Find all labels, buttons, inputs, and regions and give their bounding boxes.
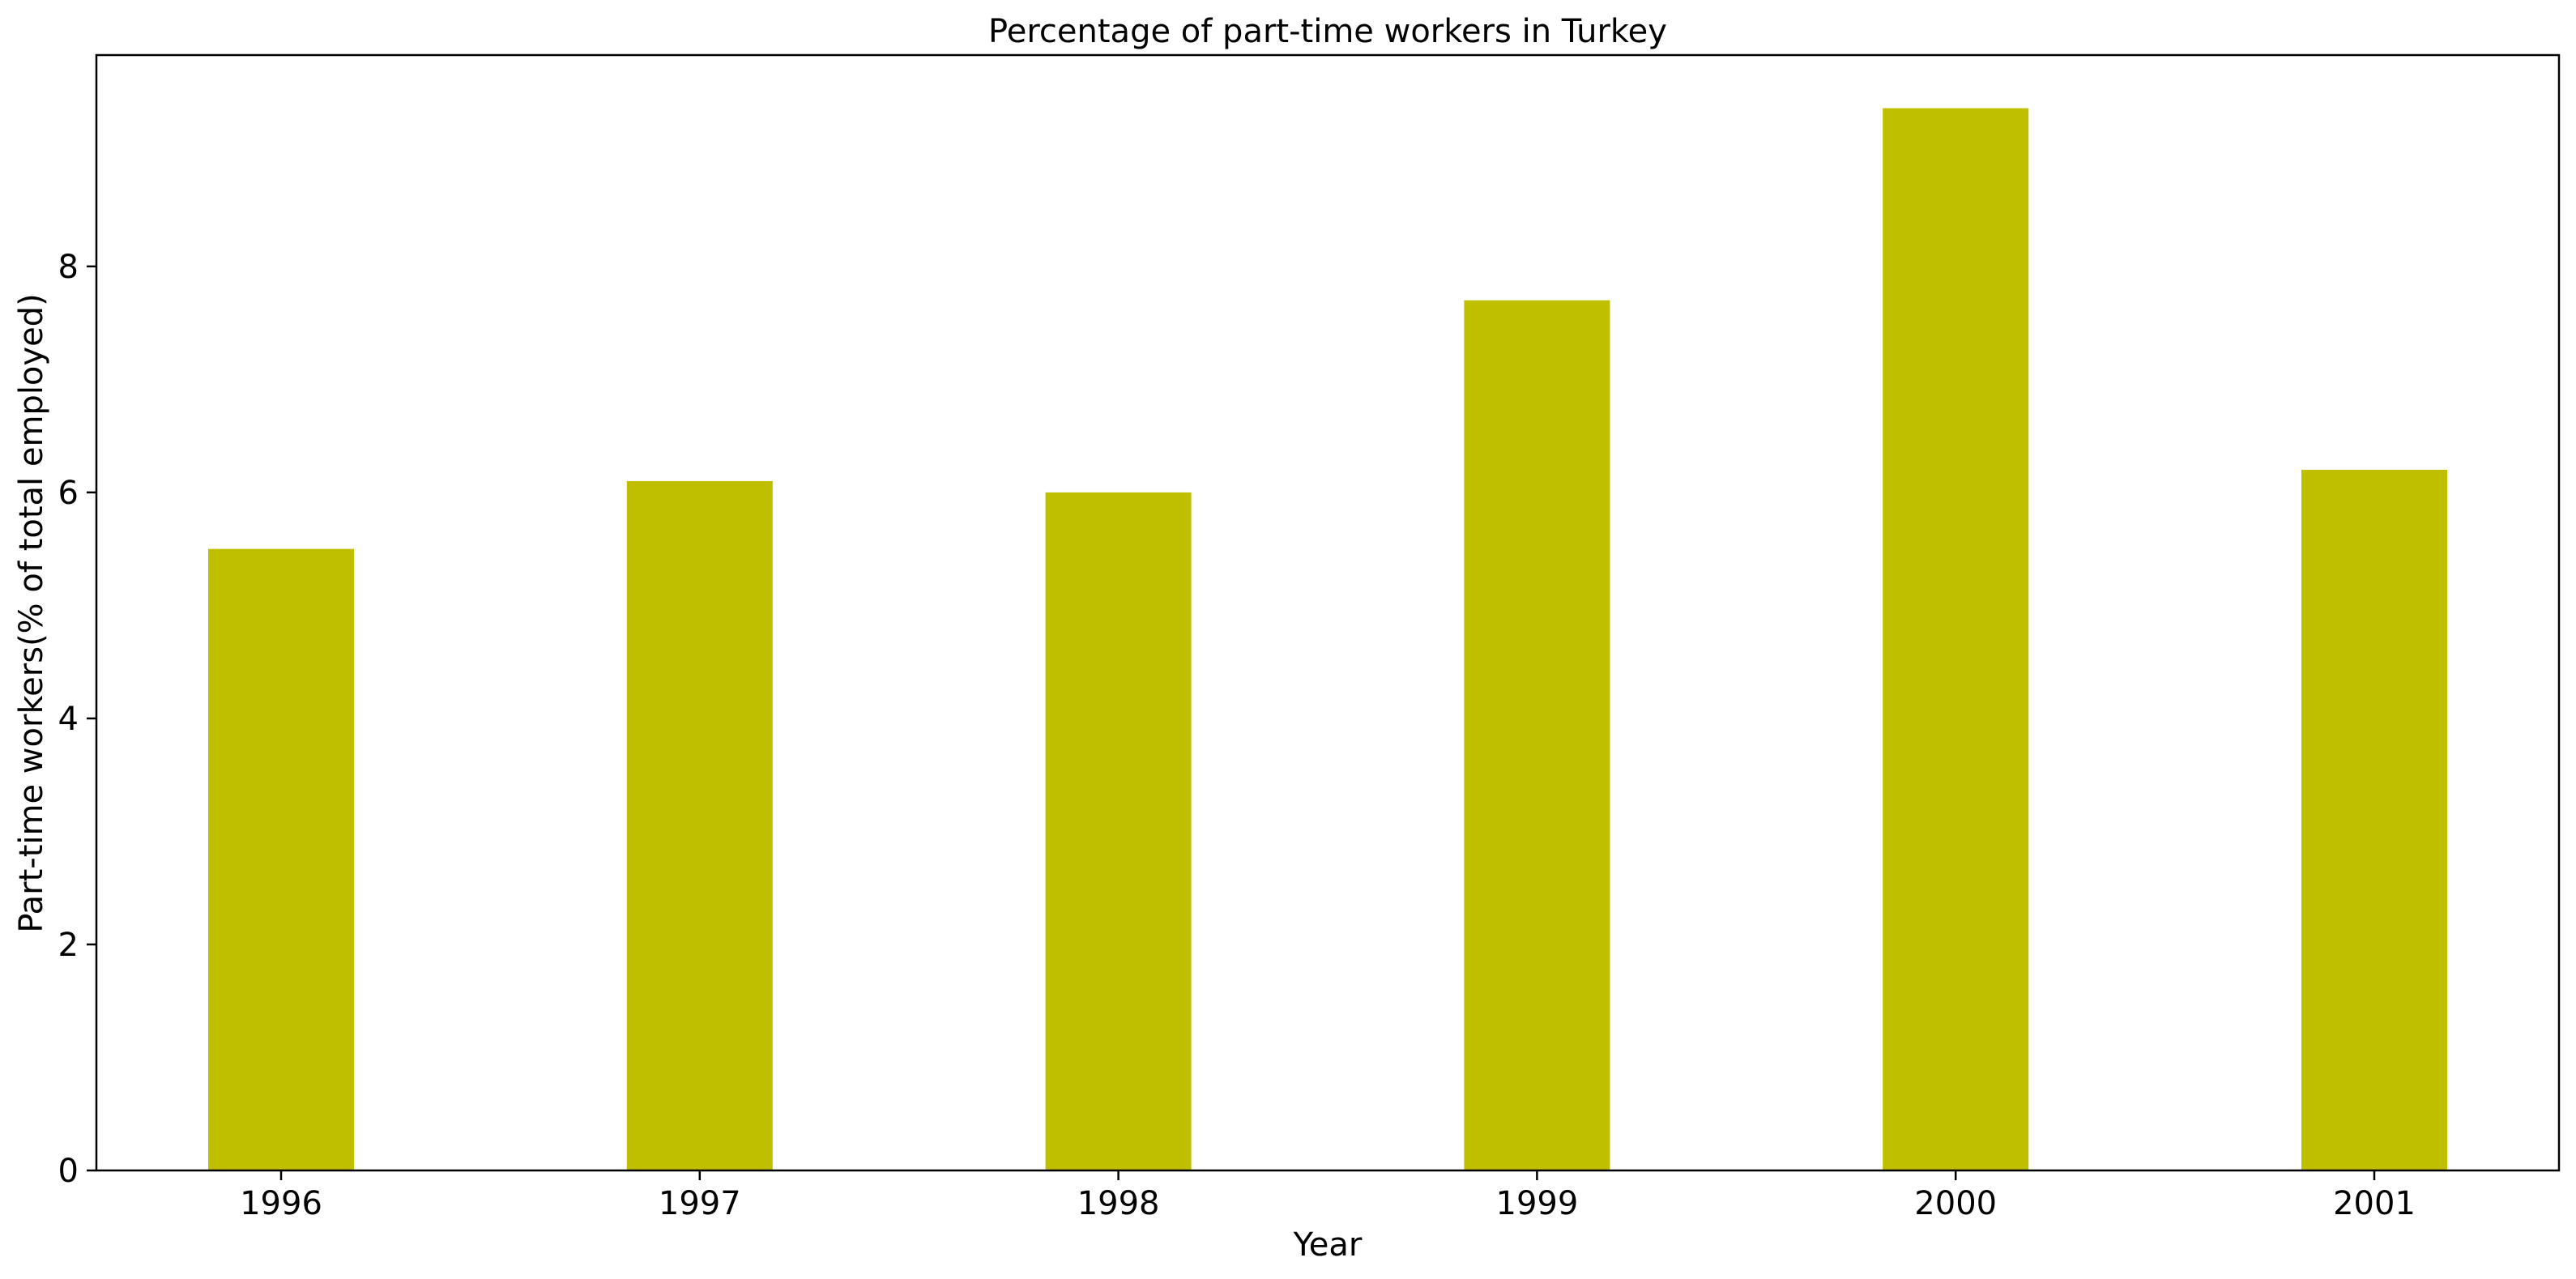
x-axis-label: Year	[1293, 1226, 1363, 1264]
x-axis-ticks: 1996 1997 1998 1999 2000 2001	[240, 1170, 2416, 1222]
plot-frame	[95, 53, 2561, 1172]
bar-1999	[1464, 300, 1610, 1171]
y-tick-label-4: 4	[58, 701, 79, 738]
x-tick-label-1999: 1999	[1496, 1185, 1579, 1222]
bar-1998	[1045, 492, 1192, 1170]
y-axis-ticks: 0 2 4 6 8	[58, 249, 96, 1190]
x-tick-label-1997: 1997	[659, 1185, 741, 1222]
y-tick-label-0: 0	[58, 1153, 79, 1190]
x-tick-label-1998: 1998	[1077, 1185, 1160, 1222]
bar-1996	[208, 548, 354, 1170]
chart-title: Percentage of part-time workers in Turke…	[988, 13, 1667, 50]
bars-layer	[208, 108, 2447, 1171]
y-tick-label-8: 8	[58, 249, 79, 286]
y-tick-label-6: 6	[58, 475, 79, 512]
bar-1997	[626, 480, 773, 1170]
bar-2001	[2301, 470, 2447, 1170]
x-tick-label-2000: 2000	[1914, 1185, 1997, 1222]
y-tick-label-2: 2	[58, 927, 79, 964]
x-tick-label-1996: 1996	[240, 1185, 322, 1222]
y-axis-label: Part-time workers(% of total employed)	[13, 293, 50, 932]
bar-2000	[1883, 108, 2029, 1171]
x-tick-label-2001: 2001	[2333, 1185, 2416, 1222]
